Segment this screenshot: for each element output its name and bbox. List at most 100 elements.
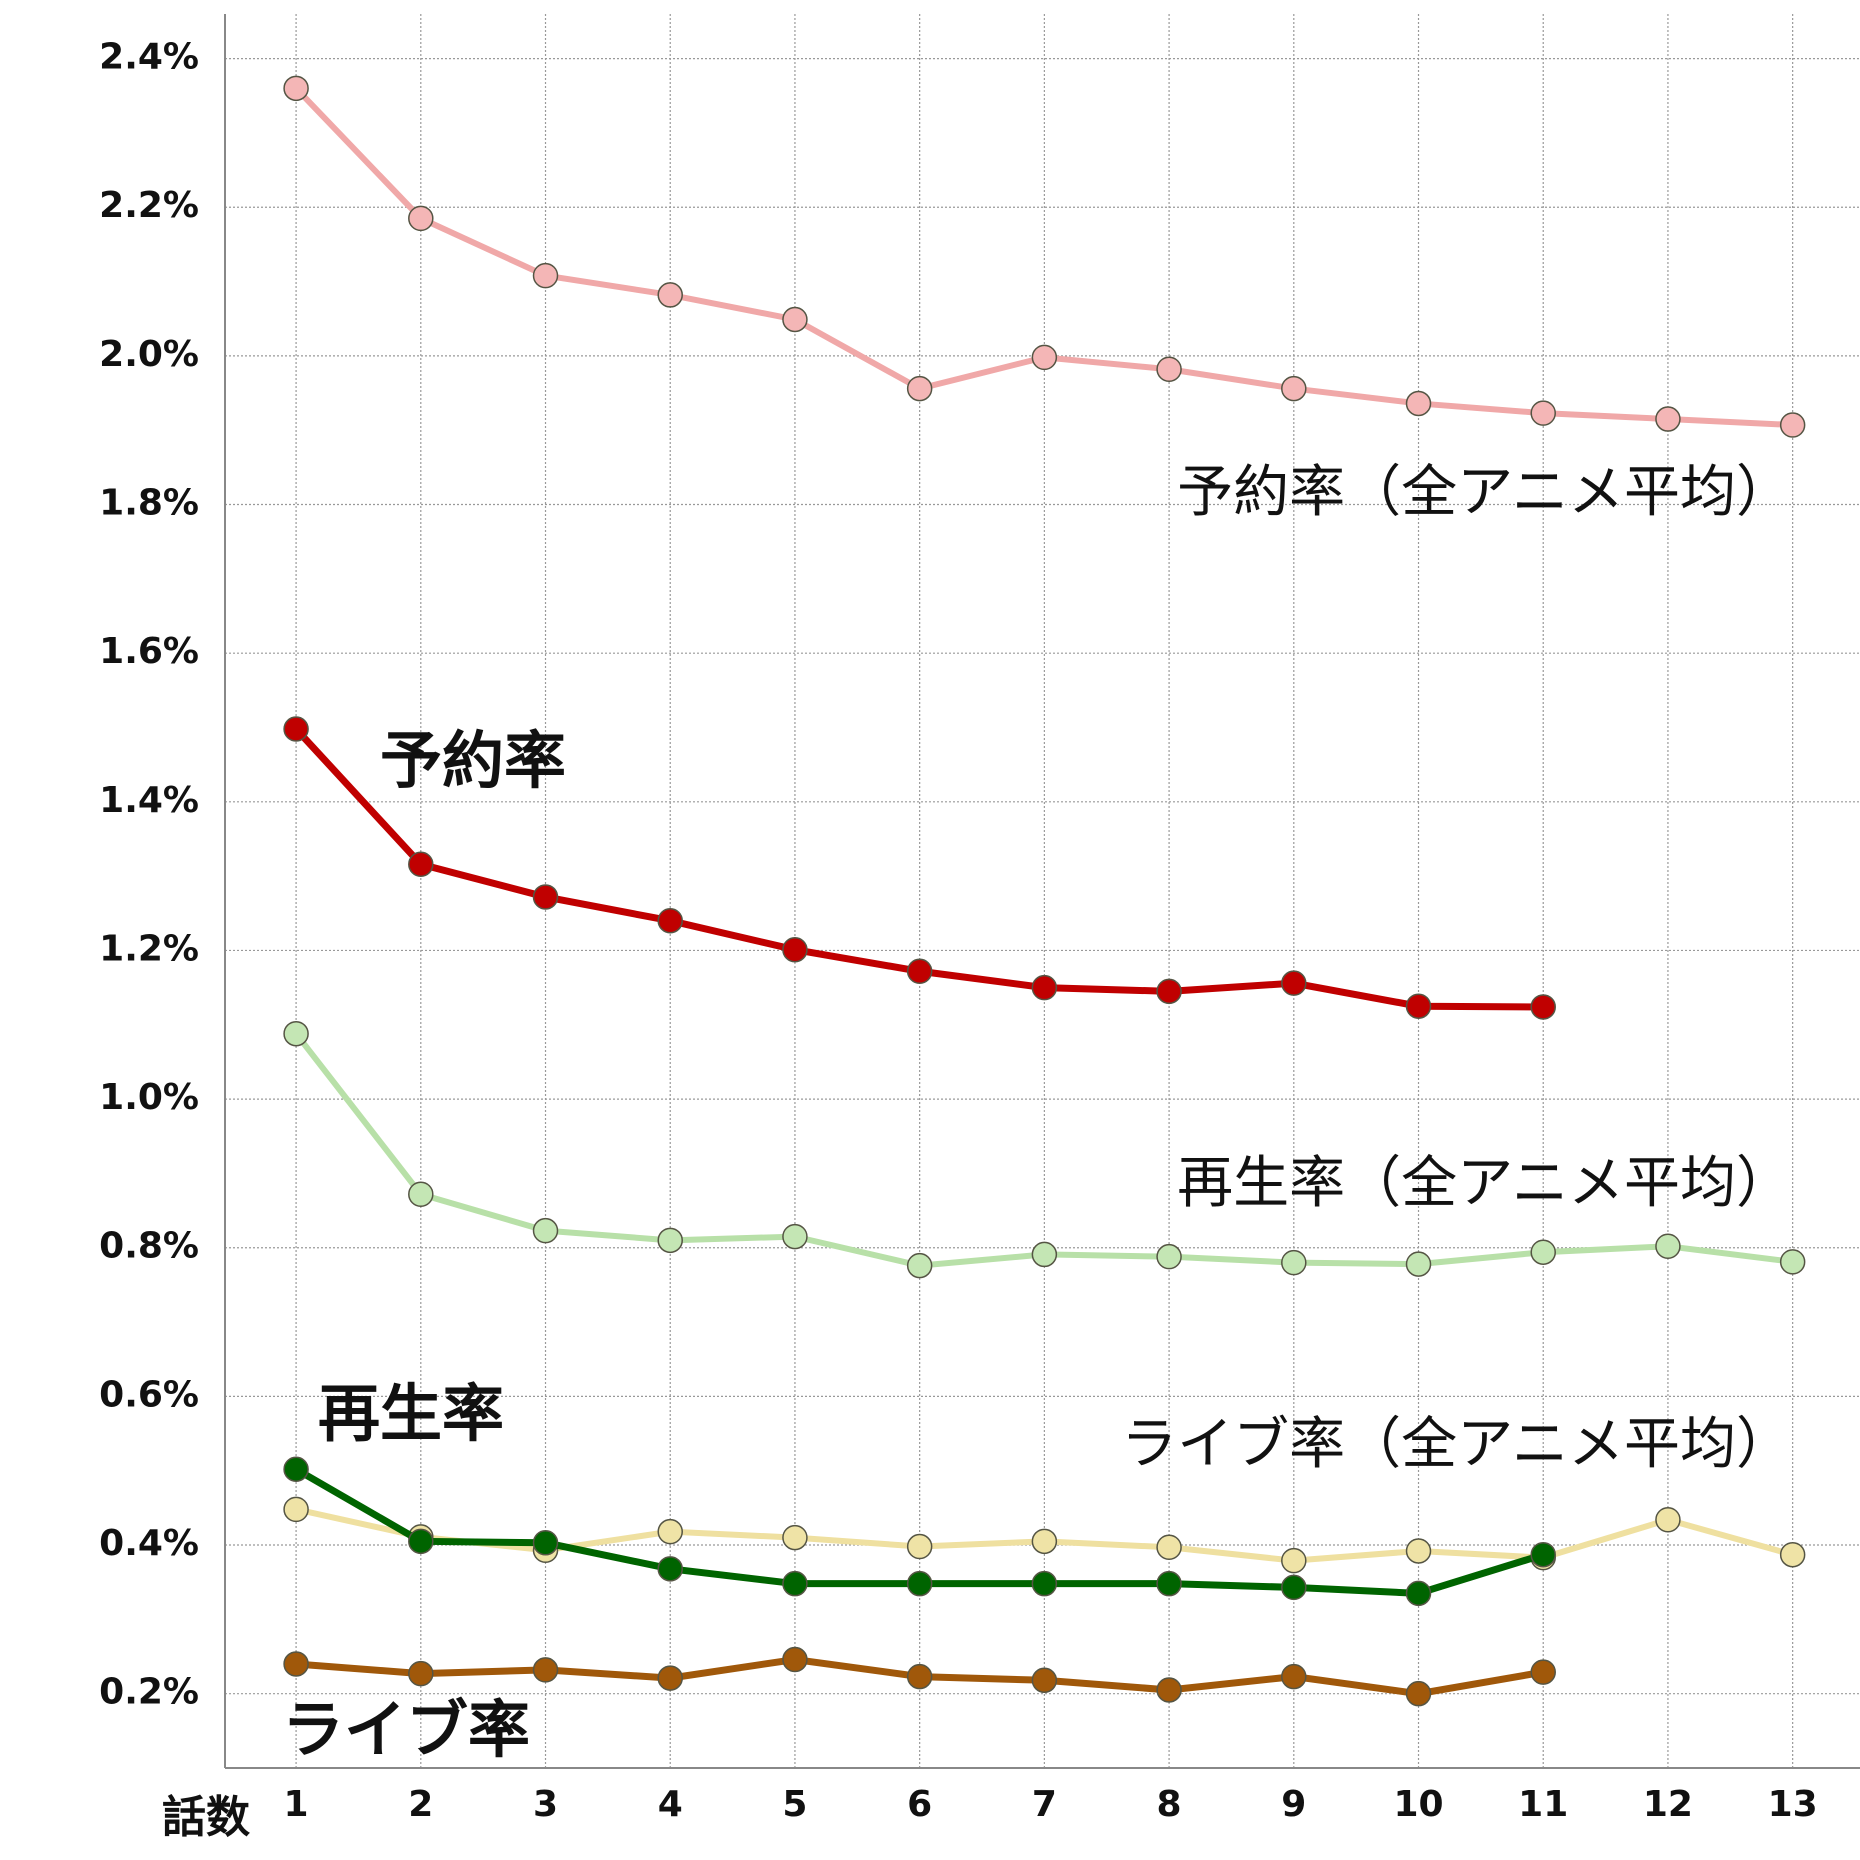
marker: [782, 1223, 808, 1250]
marker: [532, 1217, 559, 1244]
marker: [408, 1528, 434, 1555]
marker: [1530, 400, 1556, 426]
marker: [1530, 1239, 1556, 1265]
marker: [1405, 993, 1432, 1019]
y-tick-label: 2.2%: [99, 185, 199, 226]
y-tick-label: 1.6%: [99, 631, 199, 672]
y-tick-label: 1.0%: [99, 1077, 199, 1118]
marker: [657, 1518, 683, 1545]
marker: [782, 936, 808, 963]
series-label: 再生率（全アニメ平均）: [1177, 1151, 1792, 1216]
marker: [408, 1181, 434, 1207]
marker: [1031, 1528, 1058, 1555]
marker: [1405, 390, 1432, 417]
marker: [1156, 978, 1182, 1005]
marker: [532, 1657, 559, 1683]
y-tick-label: 0.2%: [99, 1672, 199, 1713]
x-tick-label: 3: [533, 1784, 558, 1825]
x-tick-label: 10: [1393, 1784, 1443, 1825]
marker: [1281, 375, 1307, 402]
marker: [1156, 1570, 1182, 1597]
marker: [1156, 1534, 1182, 1561]
marker: [657, 1556, 683, 1582]
marker: [1779, 1249, 1806, 1275]
x-tick-label: 5: [782, 1784, 807, 1825]
marker: [782, 1646, 808, 1673]
marker: [1530, 1659, 1556, 1685]
series-label: 予約率（全アニメ平均）: [1177, 460, 1792, 525]
marker: [1530, 994, 1556, 1020]
marker: [1530, 1541, 1556, 1568]
x-tick-label: 7: [1032, 1784, 1057, 1825]
marker: [532, 262, 559, 289]
marker: [1281, 1574, 1307, 1601]
marker: [1156, 1677, 1182, 1703]
marker: [657, 1227, 683, 1254]
marker: [1031, 1570, 1058, 1597]
marker: [906, 1663, 933, 1690]
y-tick-label: 1.8%: [99, 483, 199, 524]
marker: [1281, 1663, 1307, 1690]
marker: [1405, 1680, 1432, 1707]
marker: [408, 851, 434, 877]
marker: [532, 1530, 559, 1556]
marker: [1655, 1507, 1681, 1533]
y-tick-label: 2.0%: [99, 334, 199, 375]
marker: [1031, 1241, 1058, 1268]
x-tick-label: 11: [1518, 1784, 1568, 1825]
y-tick-label: 1.2%: [99, 928, 199, 969]
marker: [1281, 1547, 1307, 1574]
marker: [906, 1252, 933, 1279]
y-tick-label: 0.8%: [99, 1226, 199, 1267]
marker: [408, 205, 434, 232]
marker: [283, 1020, 309, 1047]
marker: [1156, 1243, 1182, 1270]
marker: [283, 716, 309, 742]
marker: [283, 1496, 309, 1523]
marker: [782, 1570, 808, 1597]
x-tick-label: 1: [284, 1784, 309, 1825]
series-label: ライブ率（全アニメ平均）: [1121, 1412, 1792, 1477]
marker: [1405, 1580, 1432, 1607]
x-tick-label: 13: [1768, 1784, 1818, 1825]
marker: [1405, 1538, 1432, 1564]
x-axis-label: 話数: [162, 1792, 250, 1843]
x-tick-label: 9: [1281, 1784, 1306, 1825]
marker: [1031, 974, 1058, 1001]
y-tick-label: 0.4%: [99, 1523, 199, 1564]
marker: [283, 1651, 309, 1677]
marker: [1281, 970, 1307, 996]
x-tick-label: 12: [1643, 1784, 1693, 1825]
y-tick-label: 2.4%: [99, 37, 199, 78]
y-tick-label: 1.4%: [99, 780, 199, 821]
marker: [1031, 344, 1058, 371]
series-label: ライブ率: [282, 1693, 530, 1766]
marker: [1405, 1251, 1432, 1277]
marker: [532, 884, 559, 910]
marker: [782, 306, 808, 333]
marker: [1655, 1233, 1681, 1260]
marker: [1156, 356, 1182, 383]
marker: [1655, 406, 1681, 432]
x-tick-label: 2: [408, 1784, 433, 1825]
marker: [782, 1524, 808, 1551]
marker: [1779, 412, 1806, 438]
y-tick-label: 0.6%: [99, 1374, 199, 1415]
marker: [408, 1660, 434, 1687]
marker: [657, 1665, 683, 1691]
marker: [657, 282, 683, 308]
marker: [1779, 1541, 1806, 1568]
series-label: 再生率: [318, 1377, 504, 1450]
series-label: 予約率: [380, 724, 566, 797]
marker: [1281, 1249, 1307, 1276]
marker: [283, 1456, 309, 1482]
marker: [906, 958, 933, 985]
marker: [906, 1533, 933, 1560]
x-tick-label: 8: [1157, 1784, 1182, 1825]
x-tick-label: 6: [907, 1784, 932, 1825]
marker: [657, 907, 683, 934]
marker: [906, 375, 933, 402]
x-tick-label: 4: [658, 1784, 683, 1825]
